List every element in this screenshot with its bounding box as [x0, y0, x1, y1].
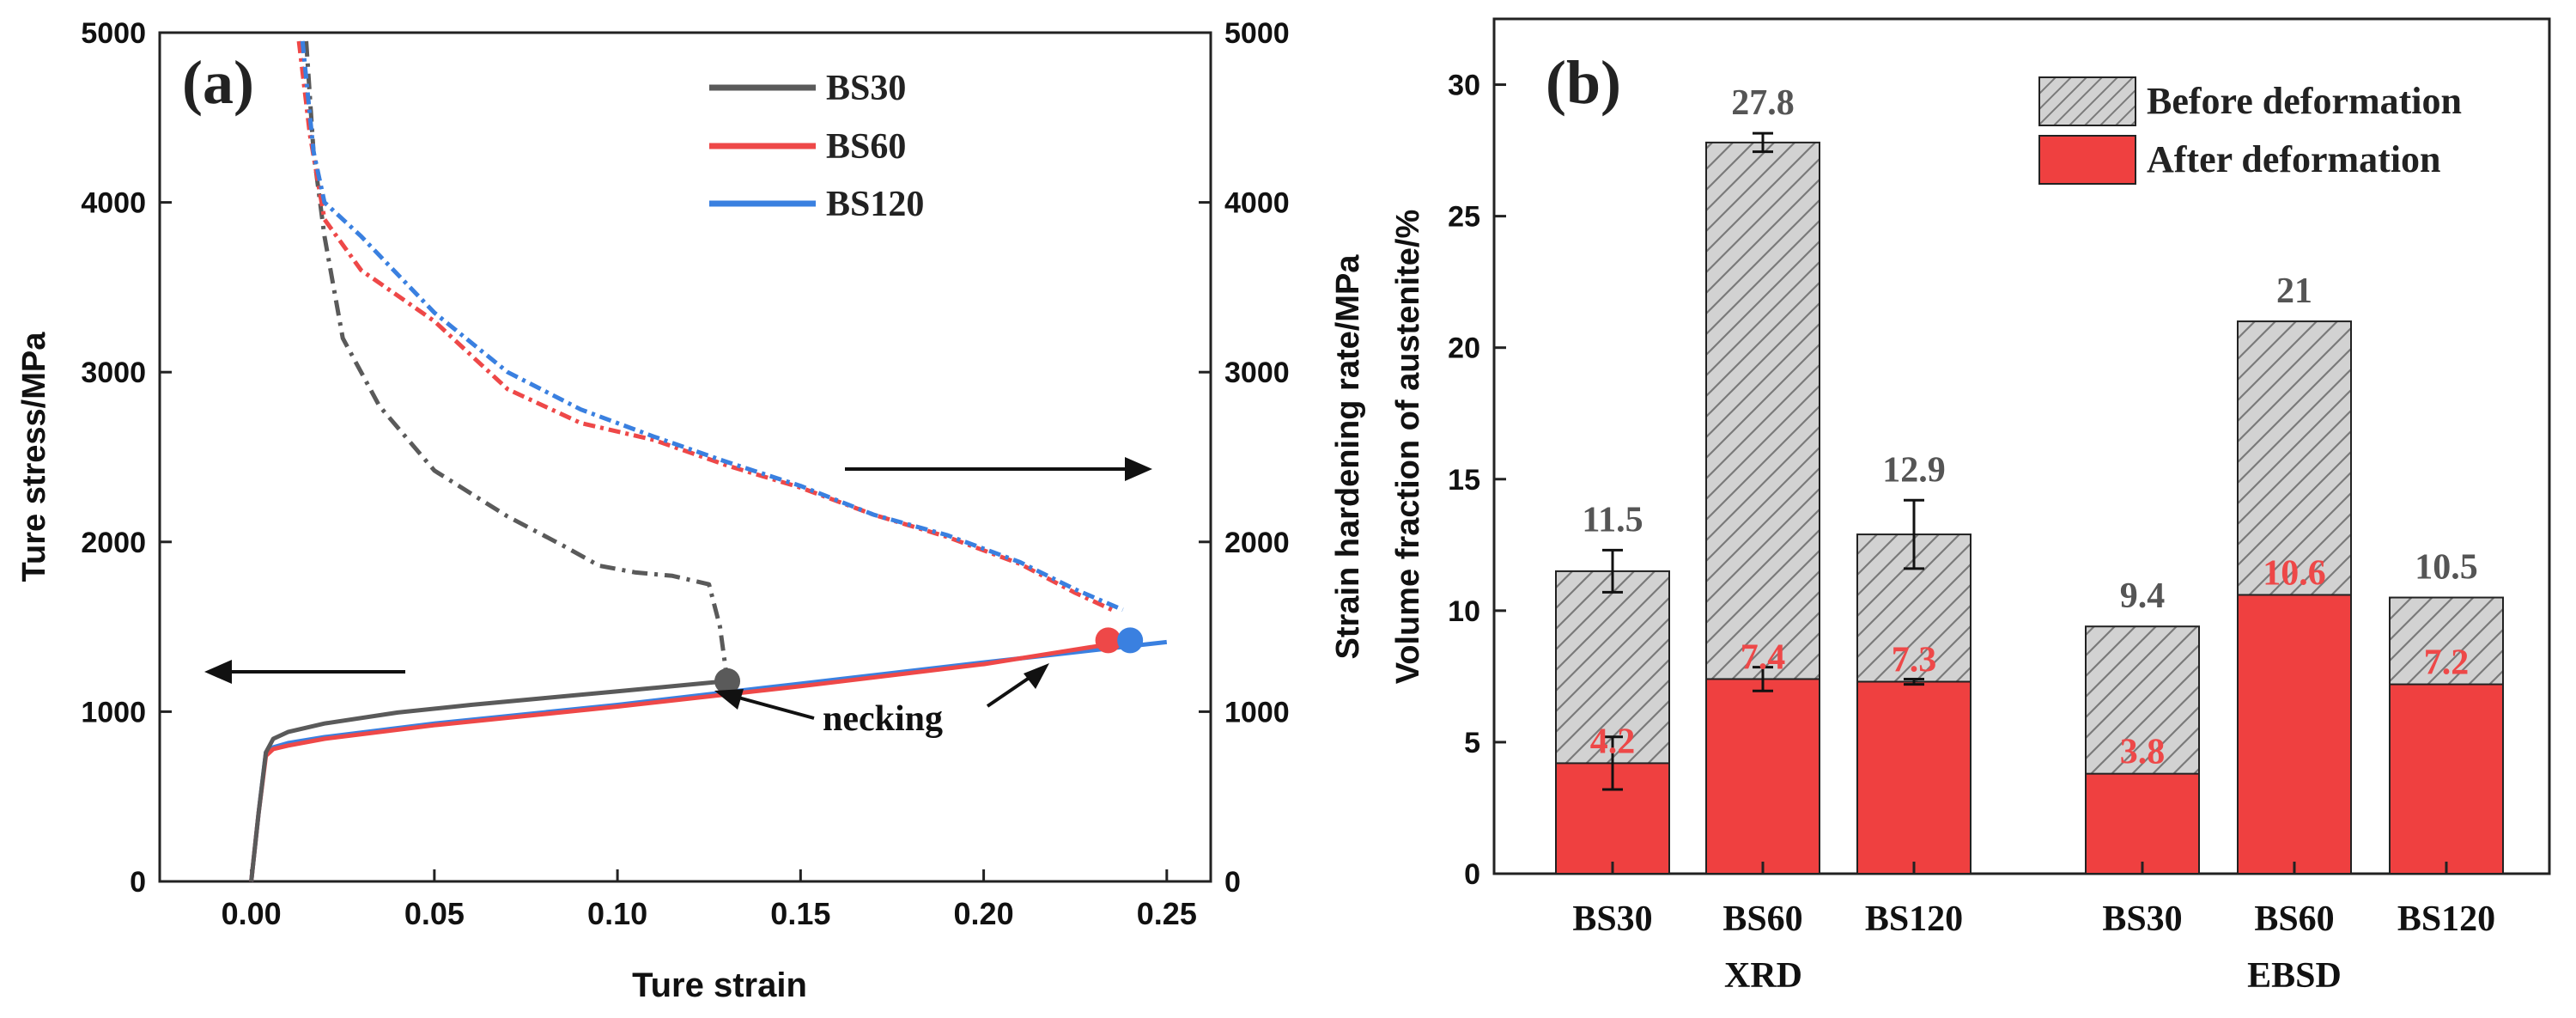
bar-after-5: [2389, 683, 2504, 875]
value-label-before-3: 9.4: [2120, 576, 2166, 616]
y-tick-label: 30: [1448, 70, 1480, 102]
necking-point-bs30: [714, 667, 741, 694]
hardening-curve-bs30: [304, 40, 730, 682]
y2-tick-label: 2000: [1224, 527, 1290, 559]
value-label-after-3: 3.8: [2120, 733, 2166, 772]
y2-tick-label: 3000: [1224, 357, 1290, 389]
y-tick-label: 20: [1448, 332, 1480, 365]
y-tick-label: 15: [1448, 464, 1480, 497]
stress-curve-bs30: [249, 679, 728, 882]
panel-a-y2label: Strain hardening rate/MPa: [1330, 254, 1366, 660]
bar-after-3: [2085, 772, 2200, 875]
hardening-curve-bs60: [296, 40, 1113, 613]
legend-label-before: Before deformation: [2147, 80, 2462, 122]
panel-b-bars: 11.5 4.2 27.8 7.4 12.9 7.3 9.4 3.8 21 10.6 10.5 7.2: [1555, 83, 2504, 875]
panel-a-legend: BS30 BS60 BS120: [709, 69, 924, 224]
value-label-after-1: 7.4: [1741, 637, 1786, 677]
y2-tick-label: 4000: [1224, 187, 1290, 220]
y-tick-label: 4000: [81, 187, 146, 220]
x-tick-label: 0.00: [222, 896, 282, 931]
y-tick-label: 5: [1464, 727, 1480, 759]
category-label: BS30: [1572, 899, 1652, 939]
value-label-before-2: 12.9: [1882, 450, 1946, 490]
value-label-before-5: 10.5: [2415, 548, 2478, 588]
panel-a-y-axis: 0 1000 2000 3000 4000 5000: [81, 17, 172, 899]
y2-tick-label: 1000: [1224, 696, 1290, 728]
bar-after-2: [1856, 680, 1971, 875]
panel-a-ylabel: Ture stress/MPa: [16, 332, 52, 582]
necking-annotation: necking: [823, 699, 943, 739]
legend-swatch-before: [2038, 76, 2136, 126]
panel-b-frame: [1492, 17, 2551, 875]
necking-point-bs60: [1095, 627, 1121, 654]
x-tick-label: 0.25: [1137, 896, 1197, 931]
panel-b-x-axis: BS30 BS60 BS120 BS30 BS60 BS120 XRD EBSD: [1572, 862, 2495, 996]
y-tick-label: 25: [1448, 201, 1480, 234]
x-tick-label: 0.15: [770, 896, 830, 931]
y-tick-label: 2000: [81, 527, 146, 559]
category-label: BS120: [2397, 899, 2495, 939]
legend-label-bs60: BS60: [826, 127, 906, 167]
arrow-left-stress-axis: [204, 660, 405, 684]
legend-label-bs30: BS30: [826, 69, 906, 108]
panel-a-stress-strain-chart: 0.00 0.05 0.10 0.15 0.20 0.25 0 1000 2000 3000 40…: [16, 17, 1366, 1004]
y2-tick-label: 5000: [1224, 17, 1290, 50]
panel-b-ylabel: Volume fraction of austenite/%: [1390, 210, 1426, 684]
y-tick-label: 0: [130, 866, 146, 899]
category-label: BS60: [2254, 899, 2334, 939]
panel-a-y2-axis: 0 1000 2000 3000 4000 5000: [1199, 17, 1290, 899]
panel-b-austenite-bar-chart: 0 5 10 15 20 25 30 11.5 4.2 27.8 7.4 12.9 7.3 9.4 3.8…: [1390, 17, 2551, 996]
bar-after-1: [1705, 678, 1820, 875]
necking-arrow-left: [714, 689, 815, 720]
x-tick-label: 0.05: [404, 896, 465, 931]
category-label: BS30: [2102, 899, 2182, 939]
value-label-after-4: 10.6: [2263, 553, 2326, 593]
hardening-curve-bs120: [300, 40, 1124, 613]
panel-b-legend: Before deformation After deformation: [2038, 76, 2462, 185]
panel-a-frame: [158, 31, 1212, 883]
legend-label-bs120: BS120: [826, 185, 924, 224]
y2-tick-label: 0: [1224, 866, 1241, 899]
panel-a-series: [249, 40, 1168, 882]
value-label-before-4: 21: [2276, 271, 2312, 311]
y-tick-label: 10: [1448, 595, 1480, 628]
necking-point-bs120: [1117, 627, 1144, 654]
value-label-before-0: 11.5: [1582, 500, 1643, 539]
arrow-right-hardening-axis: [845, 457, 1152, 481]
legend-swatch-after: [2038, 135, 2136, 185]
category-label: BS120: [1865, 899, 1963, 939]
panel-b-label: (b): [1546, 48, 1621, 117]
value-label-before-1: 27.8: [1731, 83, 1795, 123]
stress-curve-bs60: [249, 641, 1113, 882]
panel-a-label: (a): [182, 48, 254, 117]
y-tick-label: 0: [1464, 858, 1480, 891]
y-tick-label: 5000: [81, 17, 146, 50]
panel-a-x-axis: 0.00 0.05 0.10 0.15 0.20 0.25: [222, 869, 1197, 931]
legend-label-after: After deformation: [2147, 138, 2441, 180]
panel-a-xlabel: Ture strain: [632, 966, 807, 1004]
x-tick-label: 0.10: [587, 896, 647, 931]
x-tick-label: 0.20: [954, 896, 1014, 931]
necking-arrow-right: [986, 663, 1049, 708]
bar-after-4: [2237, 594, 2352, 875]
y-tick-label: 3000: [81, 357, 146, 389]
panel-b-y-axis: 0 5 10 15 20 25 30: [1448, 70, 1506, 891]
value-label-after-2: 7.3: [1892, 641, 1937, 680]
value-label-after-0: 4.2: [1590, 722, 1636, 761]
value-label-after-5: 7.2: [2424, 643, 2470, 683]
group-label-ebsd: EBSD: [2247, 956, 2342, 996]
group-label-xrd: XRD: [1724, 956, 1802, 996]
category-label: BS60: [1722, 899, 1802, 939]
y-tick-label: 1000: [81, 696, 146, 728]
